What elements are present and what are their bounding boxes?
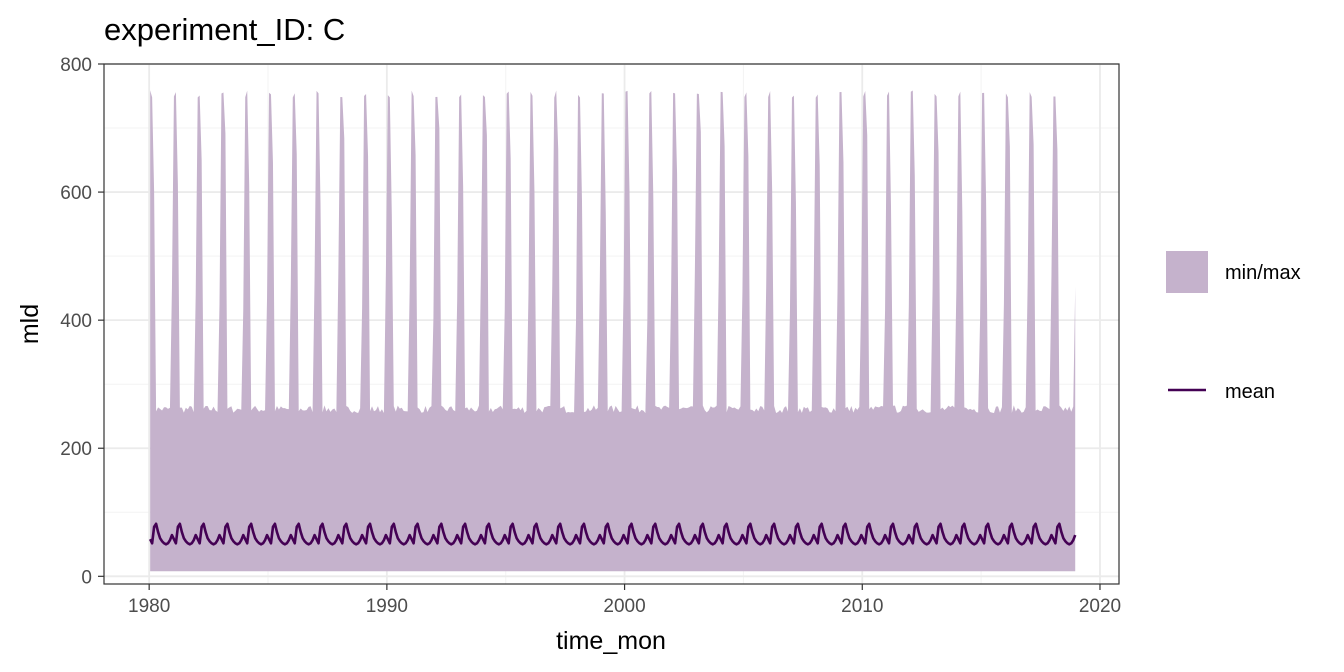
x-tick-label: 1990 [366,596,408,617]
min-max-band [150,90,1076,572]
y-axis: 0 200 400 600 800 [60,55,104,588]
legend-key-min-max [1166,251,1208,293]
x-tick-label: 2000 [603,596,645,617]
y-tick-label: 600 [60,183,92,204]
chart-title: experiment_ID: C [104,12,345,47]
y-tick-label: 800 [60,55,92,76]
legend-label-mean: mean [1225,381,1275,403]
mean-line [148,522,1077,546]
y-tick-label: 400 [60,311,92,332]
legend: min/max mean [1166,251,1301,403]
y-tick-label: 200 [60,439,92,460]
x-tick-label: 2020 [1079,596,1121,617]
x-tick-label: 2010 [841,596,883,617]
y-tick-label: 0 [81,567,92,588]
x-tick-label: 1980 [128,596,170,617]
legend-label-min-max: min/max [1225,262,1301,284]
x-axis: 1980 1990 2000 2010 2020 [128,584,1121,617]
x-axis-label: time_mon [556,627,666,655]
y-axis-label: mld [16,304,44,344]
plot-border [103,63,1120,585]
